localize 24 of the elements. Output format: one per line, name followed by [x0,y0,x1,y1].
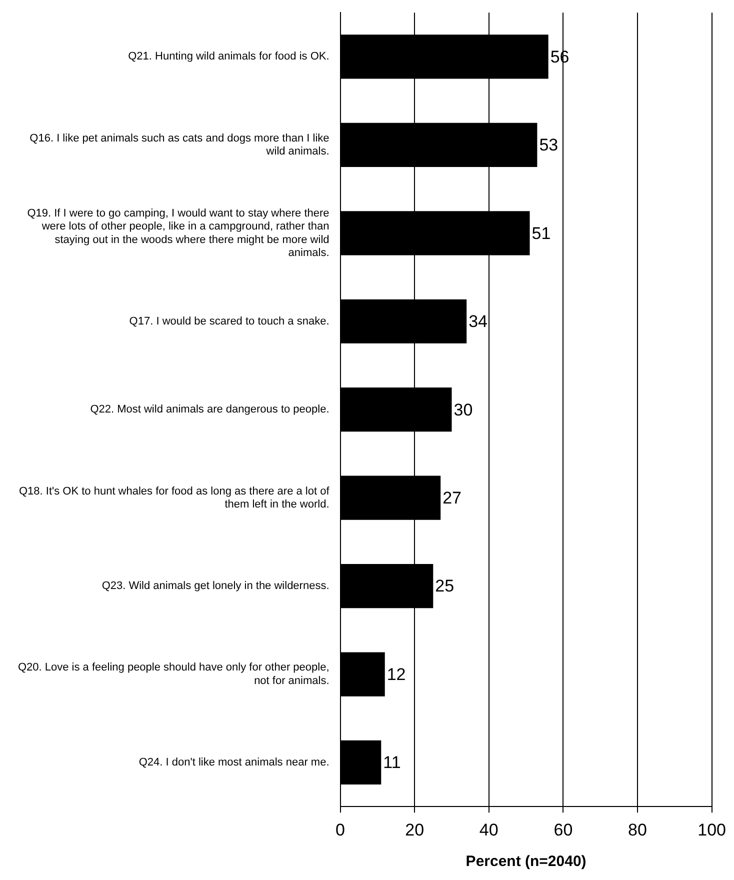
y-tick-label: Q18. It's OK to hunt whales for food as long as there are a lot of them left in the world. [18,485,330,510]
y-tick-label: Q16. I like pet animals such as cats and dogs more than I like wild animals. [30,132,330,158]
y-tick-label: Q19. If I were to go camping, I would want to stay where there were lots of other people, like in a campground, rather than staying out in the woods where there might be more wild animals. [27,207,330,259]
data-label: 25 [435,576,454,596]
data-label: 30 [454,400,473,420]
data-label: 51 [532,224,551,243]
x-tick-label: 40 [479,820,498,840]
x-tick-label: 0 [336,820,346,840]
x-axis-title: Percent (n=2040) [466,853,586,870]
y-tick-label: Q24. I don't like most animals near me. [138,756,330,769]
data-label: 27 [442,488,462,508]
data-label: 11 [383,753,401,772]
y-tick-label: Q17. I would be scared to touch a snake. [129,315,330,328]
y-tick-label: Q21. Hunting wild animals for food is OK. [128,50,330,63]
data-label: 12 [386,664,406,684]
x-tick-label: 60 [554,820,573,840]
data-label: 53 [539,136,558,155]
x-tick-label: 100 [698,820,726,840]
y-tick-label: Q20. Love is a feeling people should have only for other people, not for animals. [18,662,330,687]
x-tick-label: 20 [405,820,424,840]
x-tick-label: 80 [628,820,647,840]
data-label: 34 [468,312,488,332]
y-tick-label: Q23. Wild animals get lonely in the wilderness. [102,580,330,592]
y-tick-label: Q22. Most wild animals are dangerous to people. [90,404,330,416]
